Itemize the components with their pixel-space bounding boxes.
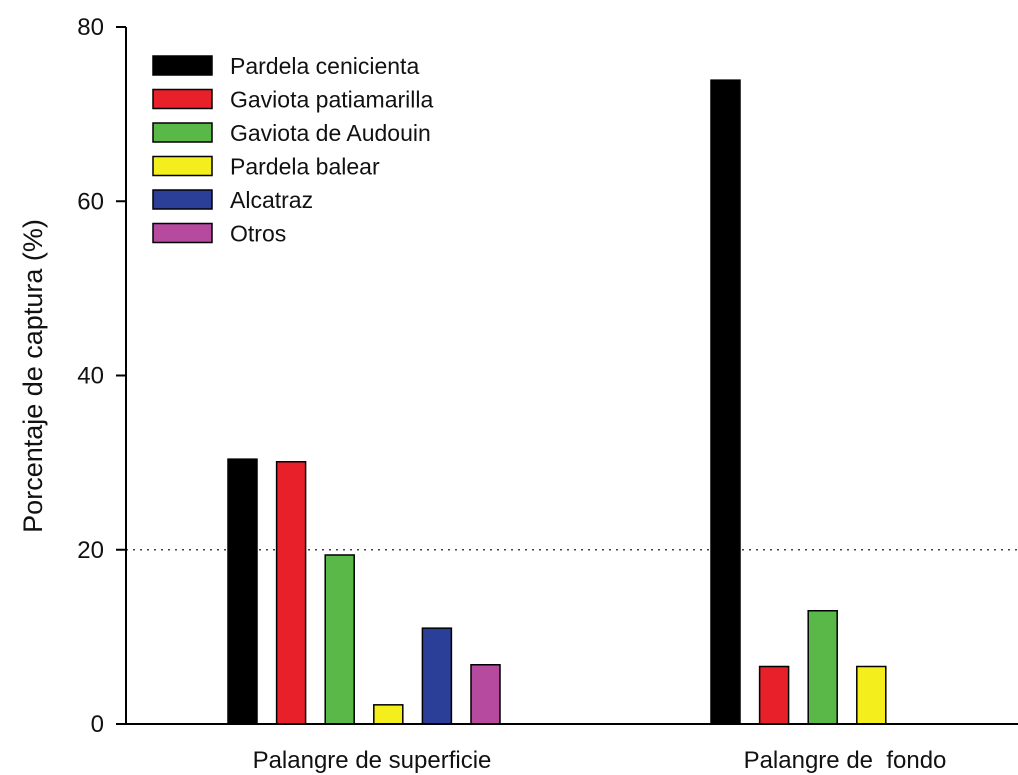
bars-layer	[227, 79, 887, 725]
legend-swatch	[152, 88, 213, 110]
y-tick-label: 80	[77, 14, 104, 41]
legend: Pardela cenicienta Gaviota patiamarilla Ga…	[152, 53, 433, 247]
y-tick-label: 0	[91, 711, 104, 738]
x-category-labels: Palangre de superficie Palangre de fondo	[253, 747, 947, 774]
bar-gaviota-de-audouin-superficie	[324, 554, 355, 725]
y-tick-label: 60	[77, 188, 104, 215]
bar-pardela-cenicienta-fondo	[710, 79, 741, 725]
y-tick-label: 20	[77, 537, 104, 564]
y-axis-label: Porcentaje de captura (%)	[18, 219, 48, 533]
y-tick-label: 40	[77, 363, 104, 390]
bar-pardela-balear-superficie	[373, 704, 404, 725]
bar-otros-superficie	[470, 664, 501, 725]
x-category-label: Palangre de fondo	[744, 747, 947, 774]
legend-swatch	[152, 122, 213, 143]
legend-swatch	[152, 222, 213, 244]
legend-label: Otros	[230, 221, 286, 247]
legend-swatch	[152, 55, 213, 76]
legend-label: Pardela cenicienta	[230, 53, 419, 79]
bar-gaviota-patiamarilla-fondo	[758, 665, 790, 725]
legend-swatch	[152, 189, 213, 210]
y-ticks: 0 20 40 60 80	[77, 14, 126, 738]
bar-gaviota-de-audouin-fondo	[807, 609, 838, 725]
bar-pardela-cenicienta-superficie	[227, 458, 258, 725]
legend-label: Gaviota patiamarilla	[230, 87, 433, 113]
x-category-label: Palangre de superficie	[253, 747, 492, 774]
bar-gaviota-patiamarilla-superficie	[275, 461, 307, 725]
bar-alcatraz-superficie	[421, 627, 453, 725]
legend-label: Pardela balear	[230, 154, 380, 180]
legend-swatch	[152, 155, 213, 177]
legend-label: Alcatraz	[230, 187, 313, 213]
bar-pardela-balear-fondo	[856, 665, 887, 725]
legend-label: Gaviota de Audouin	[230, 120, 431, 146]
